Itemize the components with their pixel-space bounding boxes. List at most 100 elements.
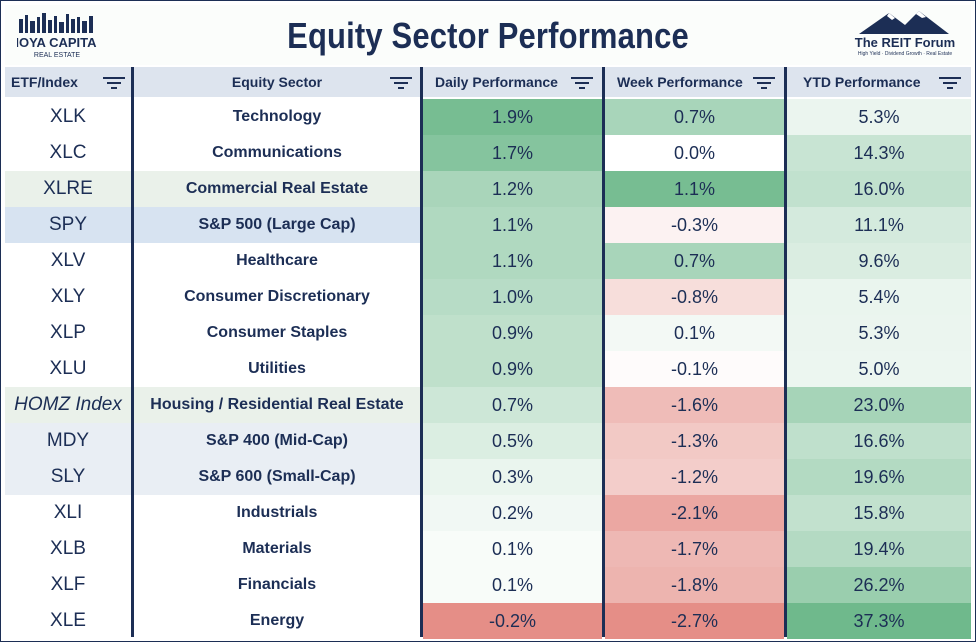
cell-week: 0.0%: [605, 135, 784, 171]
cell-ytd: 15.8%: [787, 495, 971, 531]
column-header-week[interactable]: Week Performance: [605, 67, 784, 97]
table-row: HOMZ Index Housing / Residential Real Est…: [5, 387, 971, 423]
cell-etf: XLC: [5, 135, 131, 171]
cell-etf: XLB: [5, 531, 131, 567]
filter-icon[interactable]: [390, 76, 412, 90]
cell-sector: S&P 600 (Small-Cap): [134, 459, 420, 495]
cell-ytd: 37.3%: [787, 603, 971, 639]
cell-week: -0.1%: [605, 351, 784, 387]
cell-etf: SLY: [5, 459, 131, 495]
table-row: XLU Utilities 0.9% -0.1% 5.0%: [5, 351, 971, 387]
cell-week: 1.1%: [605, 171, 784, 207]
filter-icon[interactable]: [571, 76, 593, 90]
column-header-label: Daily Performance: [435, 74, 558, 90]
cell-sector: Commercial Real Estate: [134, 171, 420, 207]
cell-week: -1.7%: [605, 531, 784, 567]
cell-ytd: 23.0%: [787, 387, 971, 423]
cell-week: -1.2%: [605, 459, 784, 495]
table-row: XLE Energy -0.2% -2.7% 37.3%: [5, 603, 971, 639]
cell-daily: 1.0%: [423, 279, 602, 315]
cell-daily: 1.2%: [423, 171, 602, 207]
cell-ytd: 5.4%: [787, 279, 971, 315]
cell-sector: Industrials: [134, 495, 420, 531]
table-row: XLP Consumer Staples 0.9% 0.1% 5.3%: [5, 315, 971, 351]
cell-daily: 0.2%: [423, 495, 602, 531]
column-header-ytd[interactable]: YTD Performance: [787, 67, 971, 97]
cell-week: 0.7%: [605, 99, 784, 135]
table-row: XLV Healthcare 1.1% 0.7% 9.6%: [5, 243, 971, 279]
cell-ytd: 26.2%: [787, 567, 971, 603]
filter-icon[interactable]: [939, 76, 961, 90]
cell-week: -2.1%: [605, 495, 784, 531]
cell-ytd: 5.3%: [787, 99, 971, 135]
cell-sector: Healthcare: [134, 243, 420, 279]
cell-etf: XLI: [5, 495, 131, 531]
cell-etf: SPY: [5, 207, 131, 243]
cell-daily: 0.1%: [423, 567, 602, 603]
column-divider: [784, 67, 787, 637]
cell-week: 0.7%: [605, 243, 784, 279]
cell-sector: Consumer Staples: [134, 315, 420, 351]
cell-sector: Technology: [134, 99, 420, 135]
filter-icon[interactable]: [753, 76, 775, 90]
column-header-label: Week Performance: [617, 74, 743, 90]
table-row: XLC Communications 1.7% 0.0% 14.3%: [5, 135, 971, 171]
column-header-sector[interactable]: Equity Sector: [134, 67, 420, 97]
cell-etf: XLV: [5, 243, 131, 279]
cell-etf: XLU: [5, 351, 131, 387]
cell-daily: 0.5%: [423, 423, 602, 459]
table-row: XLY Consumer Discretionary 1.0% -0.8% 5.4%: [5, 279, 971, 315]
cell-etf: MDY: [5, 423, 131, 459]
cell-daily: 1.7%: [423, 135, 602, 171]
column-divider: [420, 67, 423, 637]
cell-etf: XLE: [5, 603, 131, 639]
logo-left-line2: REAL ESTATE: [34, 52, 80, 59]
cell-sector: Energy: [134, 603, 420, 639]
cell-ytd: 19.4%: [787, 531, 971, 567]
cell-ytd: 5.0%: [787, 351, 971, 387]
filter-icon[interactable]: [103, 76, 125, 90]
cell-daily: 0.1%: [423, 531, 602, 567]
cell-sector: Communications: [134, 135, 420, 171]
column-header-label: YTD Performance: [803, 74, 921, 90]
table-row: MDY S&P 400 (Mid-Cap) 0.5% -1.3% 16.6%: [5, 423, 971, 459]
cell-daily: 0.9%: [423, 315, 602, 351]
cell-etf: XLRE: [5, 171, 131, 207]
cell-sector: S&P 400 (Mid-Cap): [134, 423, 420, 459]
mountain-icon: [859, 11, 949, 34]
reit-forum-logo: The REIT Forum High Yield · Dividend Gro…: [849, 9, 961, 61]
column-header-etf[interactable]: ETF/Index: [5, 67, 131, 97]
cell-ytd: 14.3%: [787, 135, 971, 171]
cell-ytd: 11.1%: [787, 207, 971, 243]
column-header-label: ETF/Index: [11, 74, 78, 90]
logo-right-name: The REIT Forum: [854, 35, 956, 50]
logo-left-line1: HOYA CAPITAL: [17, 35, 97, 50]
cell-week: -1.8%: [605, 567, 784, 603]
logo-right-tagline: High Yield · Dividend Growth · Real Esta…: [857, 51, 953, 57]
cell-week: -2.7%: [605, 603, 784, 639]
column-divider: [602, 67, 605, 637]
cell-ytd: 19.6%: [787, 459, 971, 495]
cell-week: -1.6%: [605, 387, 784, 423]
cell-ytd: 5.3%: [787, 315, 971, 351]
column-divider: [131, 67, 134, 637]
cell-etf: XLY: [5, 279, 131, 315]
cell-sector: Consumer Discretionary: [134, 279, 420, 315]
cell-ytd: 16.6%: [787, 423, 971, 459]
cell-daily: 0.7%: [423, 387, 602, 423]
cell-week: -0.3%: [605, 207, 784, 243]
cell-week: -0.8%: [605, 279, 784, 315]
table-row: SLY S&P 600 (Small-Cap) 0.3% -1.2% 19.6%: [5, 459, 971, 495]
table-row: XLB Materials 0.1% -1.7% 19.4%: [5, 531, 971, 567]
column-header-daily[interactable]: Daily Performance: [423, 67, 602, 97]
table-row: SPY S&P 500 (Large Cap) 1.1% -0.3% 11.1%: [5, 207, 971, 243]
cell-etf: XLK: [5, 99, 131, 135]
cell-etf: HOMZ Index: [5, 387, 131, 423]
cell-etf: XLP: [5, 315, 131, 351]
table-row: XLK Technology 1.9% 0.7% 5.3%: [5, 99, 971, 135]
cell-week: 0.1%: [605, 315, 784, 351]
cell-daily: 1.1%: [423, 207, 602, 243]
table-row: XLF Financials 0.1% -1.8% 26.2%: [5, 567, 971, 603]
header: HOYA CAPITAL REAL ESTATE Equity Sector P…: [5, 5, 971, 65]
cell-etf: XLF: [5, 567, 131, 603]
